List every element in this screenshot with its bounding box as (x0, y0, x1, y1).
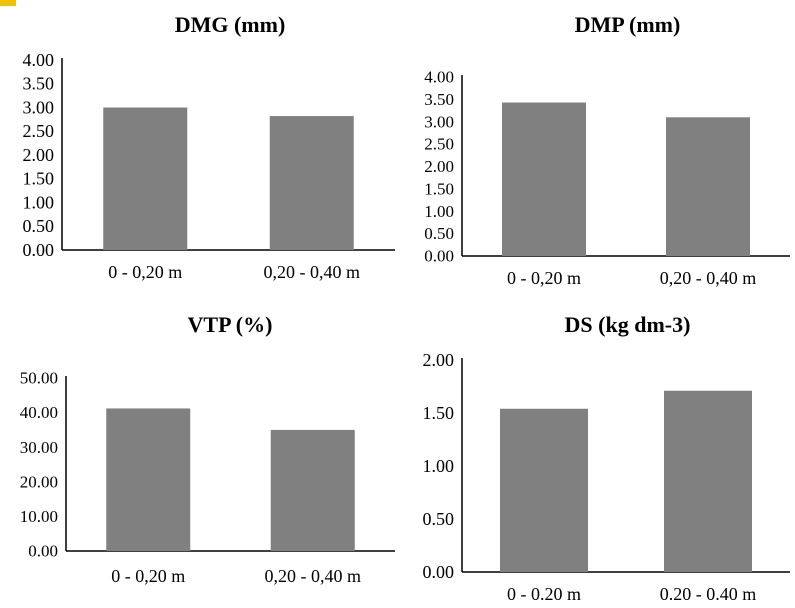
x-category-label: 0 - 0,20 m (507, 268, 581, 288)
y-tick-label: 0.00 (28, 542, 58, 561)
chart-title-dmp: DMP (mm) (574, 12, 681, 37)
chart-panel-dmp: DMP (mm) 0.00 0.50 1.00 1.50 2.00 2.50 3.00 3.5… (400, 0, 795, 300)
chart-panel-vtp: VTP (%) 0.00 10.00 20.00 30.00 40.00 50.00 0 -… (0, 300, 400, 608)
chart-svg-ds: 0.00 0.50 1.00 1.50 2.00 0 - 0.20 m 0.20 - 0.4… (423, 350, 790, 604)
chart-title-dmg: DMG (mm) (174, 12, 286, 37)
bar-dmg-2 (269, 116, 354, 250)
y-tick-label: 20.00 (20, 472, 58, 491)
y-tick-label: 0.50 (23, 216, 55, 236)
y-tick-label: 10.00 (20, 507, 58, 526)
bar-dmg-1 (103, 107, 188, 250)
y-tick-label: 2.50 (23, 121, 55, 141)
y-tick-label: 2.00 (23, 145, 55, 165)
y-tick-label: 4.00 (424, 68, 454, 87)
y-tick-label: 1.50 (23, 169, 55, 189)
chart-panel-ds: DS (kg dm-3) 0.00 0.50 1.00 1.50 2.00 0 - 0.2… (400, 300, 795, 608)
bar-dmp-1 (502, 102, 586, 256)
corner-mark (0, 0, 16, 6)
y-tick-label: 3.00 (424, 112, 454, 131)
y-tick-label: 2.00 (423, 350, 455, 370)
y-tick-label: 0.50 (423, 509, 455, 529)
bar-ds-1 (500, 408, 588, 572)
bar-vtp-2 (270, 429, 355, 551)
y-tick-label: 0.50 (424, 224, 454, 243)
y-tick-label: 1.50 (423, 403, 455, 423)
y-tick-label: 4.00 (23, 50, 55, 70)
chart-title-vtp: VTP (%) (187, 312, 273, 337)
y-tick-label: 3.50 (424, 90, 454, 109)
bar-vtp-1 (106, 408, 191, 551)
y-tick-label: 40.00 (20, 403, 58, 422)
x-category-label: 0 - 0,20 m (111, 566, 185, 586)
x-category-label: 0,20 - 0,40 m (660, 268, 757, 288)
x-category-label: 0,20 - 0,40 m (265, 566, 362, 586)
x-category-label: 0 - 0.20 m (507, 584, 581, 604)
chart-svg-dmg: 0.00 0.50 1.00 1.50 2.00 2.50 3.00 3.50 4.00 0 - … (23, 50, 395, 282)
bar-ds-2 (664, 390, 752, 572)
chart-svg-vtp: 0.00 10.00 20.00 30.00 40.00 50.00 0 - 0,20 m 0… (20, 369, 395, 586)
y-tick-label: 0.00 (23, 240, 55, 260)
y-tick-label: 2.00 (424, 157, 454, 176)
y-tick-label: 3.00 (23, 97, 55, 117)
x-category-label: 0.20 - 0.40 m (660, 584, 757, 604)
y-tick-label: 2.50 (424, 135, 454, 154)
y-tick-label: 0.00 (423, 562, 455, 582)
y-tick-label: 1.00 (424, 202, 454, 221)
y-tick-label: 1.00 (423, 456, 455, 476)
chart-svg-dmp: 0.00 0.50 1.00 1.50 2.00 2.50 3.00 3.50 4.00 0 - … (424, 68, 790, 288)
y-tick-label: 1.50 (424, 179, 454, 198)
y-tick-label: 50.00 (20, 369, 58, 388)
x-category-label: 0,20 - 0,40 m (264, 262, 361, 282)
y-tick-label: 0.00 (424, 247, 454, 266)
y-tick-label: 3.50 (23, 74, 55, 94)
bar-dmp-2 (666, 117, 750, 257)
chart-title-ds: DS (kg dm-3) (564, 312, 691, 337)
chart-panel-dmg: DMG (mm) 0.00 0.50 1.00 1.50 2.00 2.50 3.00 3.5… (0, 0, 400, 300)
y-tick-label: 1.00 (23, 192, 55, 212)
y-tick-label: 30.00 (20, 438, 58, 457)
x-category-label: 0 - 0,20 m (108, 262, 182, 282)
